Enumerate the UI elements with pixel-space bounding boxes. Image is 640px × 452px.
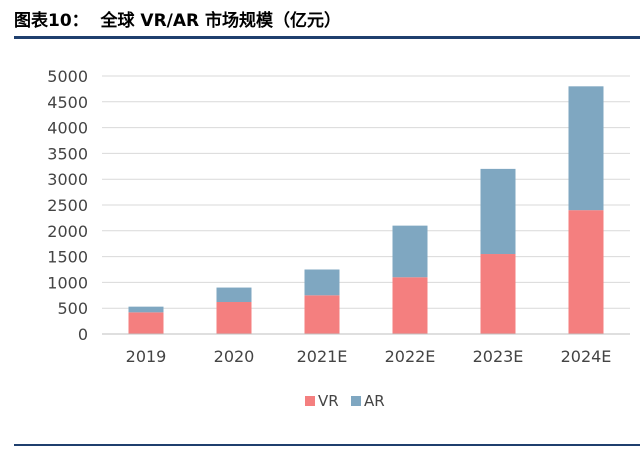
x-tick-label: 2024E [561,347,612,366]
bar-ar-2024e [568,86,604,211]
y-tick-label: 2000 [47,222,88,241]
bar-ar-2022e [392,225,428,278]
y-tick-label: 4500 [47,93,88,112]
y-axis: 0 500 1000 1500 2000 2500 3000 3500 4000 4500 5000 [47,67,88,344]
x-tick-label: 2022E [385,347,436,366]
y-tick-label: 0 [78,325,88,344]
y-tick-label: 3000 [47,170,88,189]
bar-vr-2020 [216,302,252,334]
bar-vr-2024e [568,210,604,334]
bars [128,86,604,334]
legend-label-ar: AR [364,392,385,410]
x-tick-label: 2021E [297,347,348,366]
y-tick-label: 2500 [47,196,88,215]
figure-title: 图表10： 全球 VR/AR 市场规模（亿元） [14,11,342,31]
x-tick-label: 2019 [126,347,167,366]
bar-ar-2020 [216,287,252,303]
legend: VR AR [305,392,385,410]
x-axis: 2019 2020 2021E 2022E 2023E 2024E [126,347,612,366]
bar-ar-2023e [480,168,516,255]
legend-label-vr: VR [318,392,339,410]
bar-vr-2022e [392,277,428,334]
y-tick-label: 1500 [47,248,88,267]
y-tick-label: 500 [57,299,88,318]
grid-lines [102,75,630,309]
bar-vr-2023e [480,254,516,334]
bottom-rule [14,444,640,446]
legend-swatch-ar [351,396,361,406]
bar-ar-2021e [304,269,340,296]
y-tick-label: 4000 [47,119,88,138]
bar-vr-2019 [128,312,164,334]
x-tick-label: 2020 [214,347,255,366]
bar-vr-2021e [304,295,340,334]
y-tick-label: 5000 [47,67,88,86]
x-tick-label: 2023E [473,347,524,366]
top-rule [14,36,640,39]
y-tick-label: 1000 [47,273,88,292]
y-tick-label: 3500 [47,144,88,163]
bar-ar-2019 [128,306,164,313]
legend-swatch-vr [305,396,315,406]
